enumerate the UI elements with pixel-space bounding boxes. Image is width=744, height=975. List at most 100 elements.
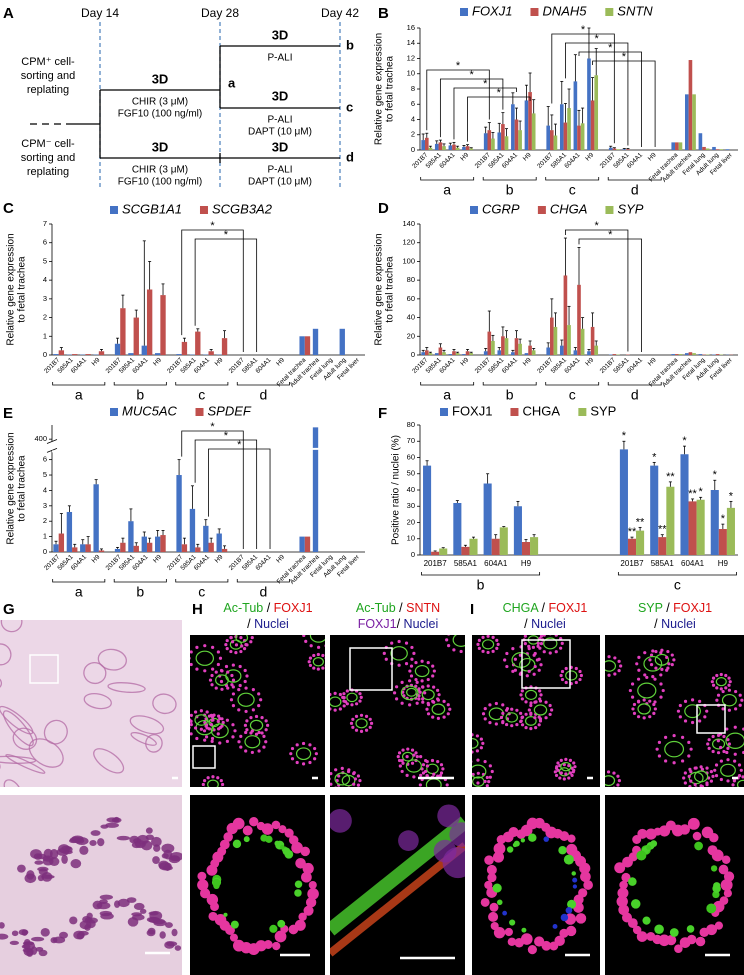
chart: F 0 10 20 30 40 50 60 70 80 Positive ratio / nucle…: [378, 403, 738, 593]
panel-label: F: [378, 405, 387, 422]
nucleus: [243, 668, 247, 673]
cilia: [637, 682, 657, 699]
nucleus: [652, 711, 656, 716]
nucleus: [513, 668, 517, 672]
cilia: [481, 639, 495, 650]
nucleus: [477, 646, 481, 650]
nucleus: [257, 749, 261, 753]
nucleus: [225, 718, 229, 722]
nucleus: [632, 702, 637, 707]
nucleus: [229, 933, 238, 942]
cilia: [524, 689, 538, 701]
cilia: [558, 767, 570, 777]
cilia: [643, 655, 663, 672]
bar: [181, 341, 188, 355]
nucleus: [190, 718, 192, 722]
x-tick-label: H9: [584, 151, 595, 162]
stain: [571, 871, 576, 876]
nucleus: [636, 715, 641, 719]
stage-title: 3D: [272, 88, 289, 103]
y-tick-label: 3: [43, 294, 47, 303]
nucleus: [408, 703, 412, 707]
error-bar: [622, 440, 626, 450]
significance-bracket: [578, 51, 642, 147]
significance-star: *: [729, 490, 734, 502]
significance-bracket: [565, 42, 629, 146]
tissue-fold: [0, 620, 23, 633]
nucleus: [741, 775, 744, 779]
tissue-fold: [0, 676, 3, 690]
bar: [312, 328, 319, 355]
bar: [312, 427, 319, 552]
nucleus: [654, 666, 658, 670]
nucleus: [554, 650, 558, 654]
stain: [269, 924, 278, 933]
bar: [58, 533, 65, 552]
nucleus: [368, 725, 372, 729]
nucleus: [42, 855, 54, 862]
nucleus: [535, 658, 540, 662]
error-bar: [630, 536, 634, 539]
nucleus: [648, 658, 652, 662]
nucleus: [659, 682, 663, 686]
nucleus: [238, 664, 242, 669]
nucleus: [721, 855, 731, 864]
nucleus: [420, 659, 424, 663]
nucleus: [216, 719, 220, 723]
nucleus: [400, 701, 404, 705]
error-bar: [591, 312, 595, 327]
significance-bracket: [194, 439, 258, 549]
nucleus: [491, 649, 495, 653]
nucleus: [216, 732, 220, 736]
chart: E 0 1 2 3 4 5 6 400 Relative gene expression to fe…: [3, 403, 366, 600]
bar: [452, 351, 456, 355]
cilia: [605, 660, 617, 672]
significance-star: *: [456, 60, 461, 72]
nucleus: [665, 655, 669, 659]
x-tick-label: 201B7: [424, 559, 448, 568]
nucleus: [690, 698, 695, 702]
cilia: [237, 692, 255, 707]
error-bar: [121, 294, 125, 309]
nucleus: [727, 708, 731, 712]
y-tick-label: 60: [407, 294, 415, 303]
legend-swatch: [199, 206, 208, 214]
bar: [434, 143, 439, 150]
error-bar: [438, 139, 442, 143]
nucleus: [226, 686, 230, 690]
nucleus: [719, 672, 723, 677]
panel-label: A: [3, 5, 14, 22]
stage-title: 3D: [272, 27, 289, 42]
nucleus: [169, 855, 180, 862]
nucleus: [203, 779, 207, 783]
nucleus: [425, 707, 429, 711]
nucleus: [481, 712, 486, 716]
nucleus: [524, 726, 528, 730]
nucleus: [445, 783, 449, 787]
legend-label: DNAH5: [542, 3, 587, 18]
error-bar: [553, 312, 557, 327]
bar: [608, 147, 613, 150]
nucleus: [683, 699, 688, 703]
nucleus: [548, 703, 552, 708]
nucleus: [518, 653, 523, 657]
nucleus: [559, 646, 563, 650]
bar: [580, 328, 585, 355]
cilia: [725, 732, 744, 749]
y-tick-label: 3: [43, 501, 47, 510]
nucleus: [151, 836, 162, 847]
bar: [715, 354, 720, 355]
nucleus: [316, 645, 321, 649]
cilia: [195, 650, 215, 666]
bar: [195, 547, 201, 552]
nucleus: [417, 697, 421, 701]
stain: [669, 928, 679, 937]
nucleus: [195, 736, 199, 741]
nucleus: [476, 758, 480, 762]
error-bar: [514, 107, 518, 120]
error-bar: [142, 240, 146, 346]
nucleus: [488, 703, 492, 707]
caption-part: /: [397, 617, 404, 631]
nucleus: [693, 766, 697, 770]
nucleus: [426, 660, 430, 665]
